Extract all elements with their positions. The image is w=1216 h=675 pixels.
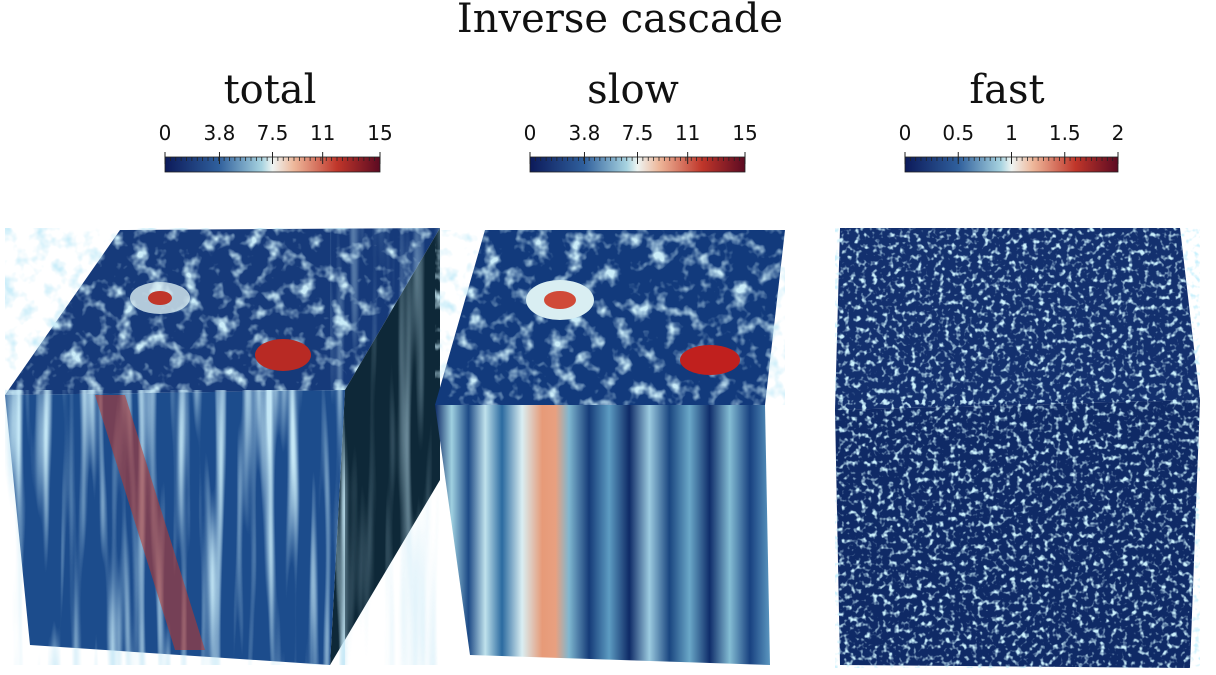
tick-label: 0 [524,121,537,145]
cube-top-texture [435,230,785,405]
streak [95,395,205,650]
tick-label: 1.5 [1049,121,1081,145]
tick-label: 15 [367,121,392,145]
tick-label: 11 [675,121,700,145]
cube-total [5,228,440,665]
cube-fast [835,228,1200,668]
tick-label: 15 [732,121,757,145]
figure-title: Inverse cascade [457,0,783,42]
vortex-core [680,345,740,375]
panel-title: fast [969,67,1044,113]
tick-label: 7.5 [622,121,654,145]
vortex-core [544,291,576,309]
vortex-core [148,291,172,305]
tick-label: 3.8 [204,121,236,145]
cube-top-texture [5,228,440,395]
panel-title: total [224,67,317,113]
cube-slow [435,230,785,665]
tick-label: 1 [1005,121,1018,145]
tick-label: 3.8 [569,121,601,145]
cube-side-texture [330,228,440,665]
cube-front-texture [5,390,345,665]
tick-label: 0 [159,121,172,145]
cube-front-texture [835,400,1200,668]
cube-front [435,405,770,665]
tick-label: 0 [899,121,912,145]
cube-top-texture [835,228,1200,410]
tick-label: 7.5 [257,121,289,145]
tick-label: 0.5 [942,121,974,145]
tick-label: 11 [310,121,335,145]
panel-title: slow [587,67,679,113]
vortex-core [255,339,311,371]
tick-label: 2 [1112,121,1125,145]
